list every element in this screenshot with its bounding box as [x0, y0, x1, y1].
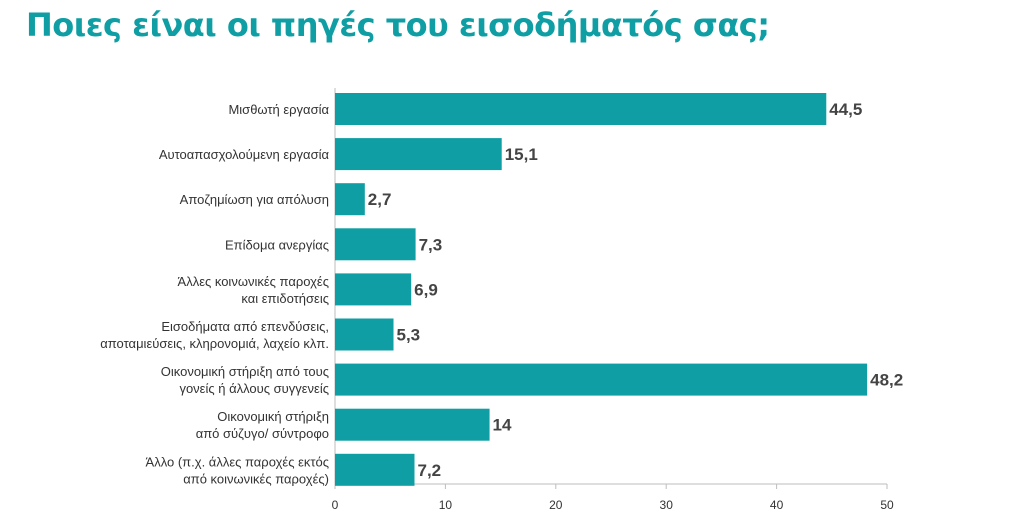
bar	[335, 273, 412, 306]
category-label: Άλλες κοινωνικές παροχές και επιδοτήσεις	[178, 274, 329, 306]
category-label: Μισθωτή εργασία	[228, 102, 329, 117]
data-label: 48,2	[870, 371, 903, 390]
chart-title: Ποιες είναι οι πηγές του εισοδήματός σας…	[26, 6, 770, 44]
x-tick-label: 0	[332, 498, 339, 512]
x-tick-label: 10	[439, 498, 453, 512]
x-tick-label: 40	[770, 498, 784, 512]
x-tick-label: 50	[880, 498, 894, 512]
bar	[335, 363, 868, 396]
data-label: 2,7	[368, 190, 392, 209]
category-label: Άλλο (π.χ. άλλες παροχές εκτός από κοινων…	[146, 454, 329, 486]
category-label: Επίδομα ανεργίας	[225, 237, 329, 252]
bar	[335, 138, 502, 171]
x-tick-label: 20	[549, 498, 563, 512]
data-label: 5,3	[397, 326, 421, 345]
category-label: Αυτοαπασχολούμενη εργασία	[159, 147, 330, 162]
category-label: Αποζημίωση για απόλυση	[180, 192, 329, 207]
bar	[335, 453, 415, 486]
bar	[335, 408, 490, 441]
data-label: 44,5	[829, 100, 862, 119]
data-label: 6,9	[414, 280, 438, 299]
bar	[335, 183, 365, 216]
category-label: Οικονομική στήριξη από σύζυγο/ σύντροφο	[196, 409, 329, 441]
bar	[335, 93, 827, 125]
bar	[335, 318, 394, 351]
data-label: 15,1	[505, 145, 538, 164]
x-tick-label: 30	[660, 498, 674, 512]
data-label: 14	[493, 416, 512, 435]
category-label: Οικονομική στήριξη από τους γονείς ή άλλο…	[161, 364, 329, 396]
category-label: Εισοδήματα από επενδύσεις, αποταμιεύσεις,…	[100, 319, 329, 351]
data-label: 7,3	[419, 235, 443, 254]
data-label: 7,2	[417, 461, 441, 480]
bar	[335, 228, 416, 261]
